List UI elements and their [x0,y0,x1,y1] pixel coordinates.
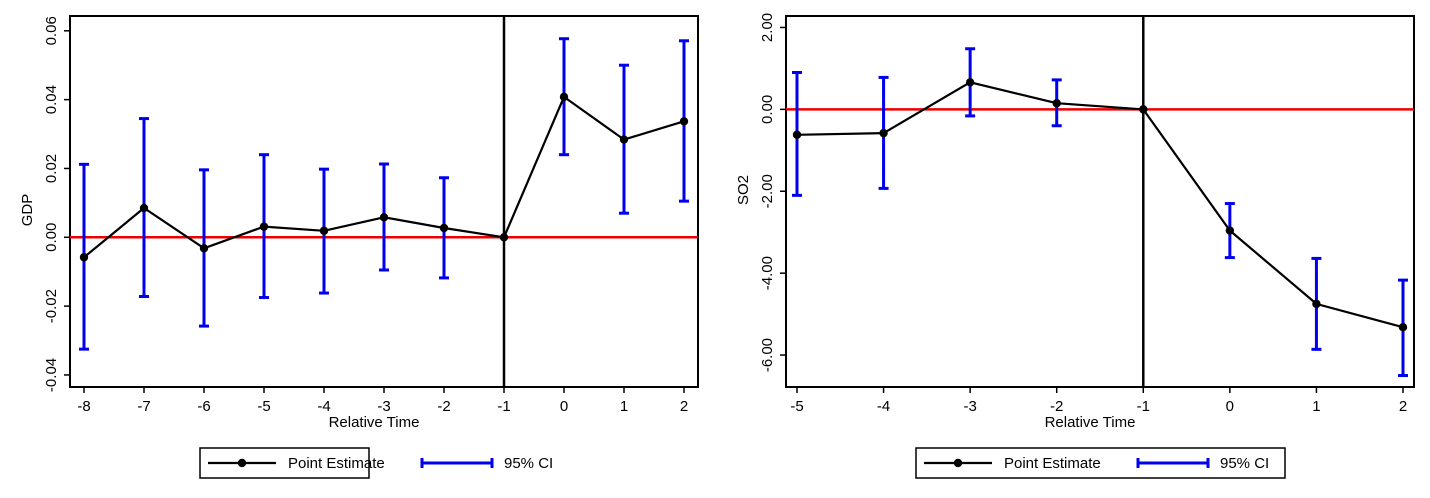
point-estimate-marker [619,135,629,144]
x-tick-label: -4 [877,398,890,415]
legend: Point Estimate 95% CI [199,447,553,479]
point-estimate-marker [1312,299,1321,309]
x-tick-label: 1 [1312,398,1320,415]
y-tick-label: 0.02 [43,154,60,183]
point-estimate-marker [559,92,569,102]
legend-point-label: Point Estimate [1004,455,1101,472]
x-tick-label: -8 [77,398,90,415]
y-axis-title: SO2 [735,175,752,205]
x-tick-label: -2 [437,398,450,415]
x-tick-label: -7 [137,398,150,415]
point-estimate-marker [139,203,149,213]
point-estimate-marker [1139,105,1148,114]
x-tick-label: 0 [560,398,568,415]
y-tick-label: -6.00 [759,338,776,372]
y-tick-label: 0.04 [43,85,60,114]
x-tick-label: -6 [197,398,210,415]
point-estimate-marker [439,223,449,233]
y-tick-label: -2.00 [759,174,776,208]
legend-point-marker [237,458,247,468]
point-estimate-marker [379,213,389,222]
legend-point-marker [953,458,963,468]
x-tick-label: -2 [1050,398,1063,415]
x-tick-label: -5 [790,398,803,415]
x-tick-label: -1 [497,398,510,415]
x-tick-label: -3 [377,398,390,415]
y-tick-label: 0.06 [43,16,60,45]
point-estimate-marker [1052,99,1061,108]
y-tick-label: 0.00 [759,95,776,124]
x-tick-label: 2 [680,398,688,415]
point-estimate-marker [679,117,689,126]
point-estimate-marker [965,78,975,87]
point-estimate-marker [319,226,329,235]
point-estimate-marker [79,253,89,262]
y-tick-label: 2.00 [759,13,776,42]
point-estimate-marker [1398,323,1408,332]
point-estimate-marker [1225,226,1235,235]
point-estimate-marker [259,222,269,231]
point-estimate-line [796,81,1404,329]
x-tick-label: 1 [620,398,628,415]
x-tick-label: -4 [317,398,330,415]
legend: Point Estimate 95% CI [915,447,1286,479]
x-tick-label: 2 [1399,398,1407,415]
gdp-panel: -8 -7 -6 -5 -4 -3 -2 -1 0 1 2 -0.04 -0.02 0.00 0.02 0.0… [19,15,699,479]
x-tick-label: -5 [257,398,270,415]
legend-ci-label: 95% CI [504,455,553,472]
y-tick-label: -0.02 [43,289,60,323]
point-estimate-marker [199,244,209,253]
x-tick-label: 0 [1226,398,1234,415]
so2-panel: -5 -4 -3 -2 -1 0 1 2 -6.00 -4.00 -2.00 0.00 2.00 Rela… [735,13,1415,479]
y-axis-title: GDP [19,194,36,227]
x-tick-label: -3 [963,398,976,415]
x-axis-title: Relative Time [1045,414,1136,431]
y-tick-label: -4.00 [759,256,776,290]
legend-point-label: Point Estimate [288,455,385,472]
y-tick-label: 0.00 [43,223,60,252]
plot-frame [785,15,1415,388]
legend-ci-label: 95% CI [1220,455,1269,472]
x-tick-label: -1 [1137,398,1150,415]
x-axis-title: Relative Time [329,414,420,431]
point-estimate-marker [792,130,802,139]
y-tick-label: -0.04 [43,358,60,392]
point-estimate-marker [879,128,888,138]
point-estimate-marker [499,233,509,242]
